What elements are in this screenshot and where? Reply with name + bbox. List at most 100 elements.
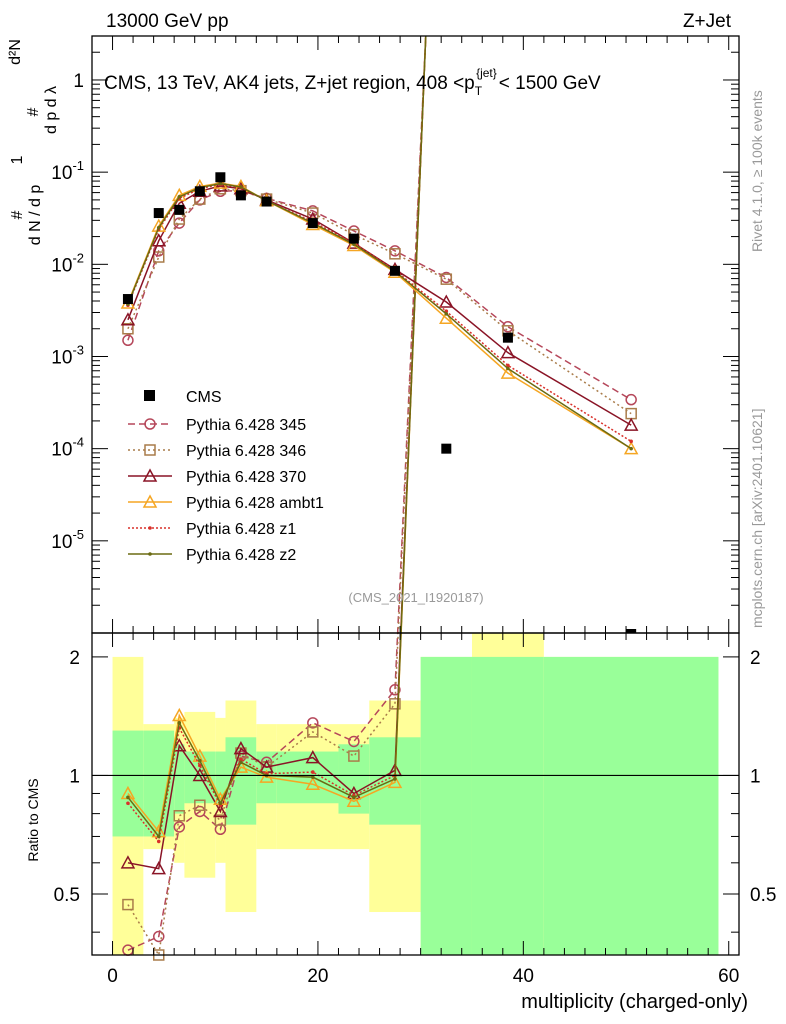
series-marker xyxy=(120,855,136,869)
legend-label-cms: CMS xyxy=(186,389,222,406)
series-marker xyxy=(198,763,202,768)
series-marker xyxy=(239,757,243,761)
legend-label: Pythia 6.428 370 xyxy=(186,469,306,486)
series-marker xyxy=(348,750,360,762)
series-marker xyxy=(142,468,158,482)
plot-title: CMS, 13 TeV, AK4 jets, Z+jet region, 408… xyxy=(104,66,601,98)
cms-data-points xyxy=(122,172,637,633)
legend-label: Pythia 6.428 ambt1 xyxy=(186,495,324,512)
cms-data-point xyxy=(348,233,359,244)
series-marker xyxy=(311,775,315,779)
ratio-line xyxy=(127,35,427,834)
ratio-y-axis-label: Ratio to CMS xyxy=(25,778,41,861)
y-tick-label: 10-5 xyxy=(51,527,84,553)
series-marker xyxy=(239,760,243,765)
series-marker xyxy=(122,322,134,335)
series-line xyxy=(127,189,632,401)
ratio-frame xyxy=(91,632,740,956)
series-marker xyxy=(440,273,453,285)
svg-text:d²N: d²N xyxy=(7,39,24,65)
inner-band-bin xyxy=(543,656,719,955)
series-marker xyxy=(214,814,227,826)
x-tick-label: 60 xyxy=(718,966,739,987)
series-marker xyxy=(153,251,165,263)
svg-text:#: # xyxy=(9,210,26,219)
series-marker xyxy=(218,801,223,806)
series-marker xyxy=(148,552,152,556)
series-marker xyxy=(213,175,228,189)
series-marker xyxy=(506,363,510,368)
series-marker xyxy=(173,821,186,833)
svg-text:1: 1 xyxy=(9,155,26,164)
series-marker xyxy=(259,769,274,783)
svg-text:d N / d p: d N / d p xyxy=(27,185,44,246)
ratio-tick-label-right: 1 xyxy=(750,766,761,787)
series-marker xyxy=(348,735,360,748)
series-marker xyxy=(629,446,633,451)
series-marker xyxy=(389,684,401,696)
inner-band-bin xyxy=(471,656,544,955)
series-marker xyxy=(500,365,516,379)
legend: CMS Pythia 6.428 345 Pythia 6.428 346 Pythi… xyxy=(128,389,324,564)
ratio-line xyxy=(127,35,427,958)
plot-title-main: CMS, 13 TeV, AK4 jets, Z+jet region, 408… xyxy=(104,73,475,94)
side-label-bottom: mcplots.cern.ch [arXiv:2401.10621] xyxy=(749,409,765,628)
main-frame xyxy=(91,35,740,634)
inner-band-bin xyxy=(112,730,144,837)
series-marker xyxy=(194,799,206,812)
ratio-tick-label-left: 1 xyxy=(69,766,80,787)
legend-marker-cms xyxy=(144,390,155,401)
ratio-tick-label-left: 2 xyxy=(69,648,80,669)
series-marker xyxy=(172,707,187,722)
series-marker xyxy=(151,861,167,875)
ratio-series xyxy=(120,35,427,961)
inner-band-bin xyxy=(174,744,185,814)
series-marker xyxy=(307,726,319,738)
series-marker xyxy=(156,839,161,844)
header-right-title: Z+Jet xyxy=(683,11,732,32)
y-tick-label: 1 xyxy=(73,71,84,92)
legend-label: Pythia 6.428 z2 xyxy=(186,547,296,564)
series-marker xyxy=(126,795,130,800)
series-marker xyxy=(389,698,401,710)
series-marker xyxy=(172,738,187,752)
series-marker xyxy=(148,526,152,530)
ratio-line xyxy=(127,35,427,844)
plot-title-end: < 1500 GeV xyxy=(499,73,601,94)
watermark: (CMS_2021_I1920187) xyxy=(348,590,483,605)
series-marker xyxy=(502,321,514,333)
plot-title-sup: {jet} xyxy=(476,66,497,80)
series-marker xyxy=(623,417,639,431)
series-marker xyxy=(151,233,167,247)
series-marker xyxy=(144,418,156,430)
series-marker xyxy=(142,494,158,508)
series-marker xyxy=(214,823,227,836)
x-axis-label: multiplicity (charged-only) xyxy=(521,991,748,1013)
series-marker xyxy=(506,366,510,371)
series-marker xyxy=(389,248,401,260)
cms-data-point xyxy=(153,208,164,219)
series-marker xyxy=(305,776,321,790)
series-marker xyxy=(122,898,134,911)
series-marker xyxy=(444,309,449,313)
cms-data-point xyxy=(215,172,226,183)
cms-data-point xyxy=(235,190,246,201)
series-marker xyxy=(307,717,319,729)
series-marker xyxy=(239,185,243,189)
series-marker xyxy=(444,312,449,316)
series-marker xyxy=(177,721,182,725)
series-marker xyxy=(500,345,516,359)
cms-data-point xyxy=(389,265,400,276)
series-marker xyxy=(218,181,223,186)
cms-data-point xyxy=(441,443,452,454)
series-marker xyxy=(213,803,228,818)
cms-data-point xyxy=(261,196,272,207)
svg-text:#: # xyxy=(25,107,42,116)
series-marker xyxy=(126,801,130,806)
legend-label: Pythia 6.428 345 xyxy=(186,417,306,434)
header-left-title: 13000 GeV pp xyxy=(106,11,229,32)
x-tick-label: 40 xyxy=(513,966,534,987)
x-tick-label: 0 xyxy=(107,966,118,987)
series-marker xyxy=(629,439,633,444)
